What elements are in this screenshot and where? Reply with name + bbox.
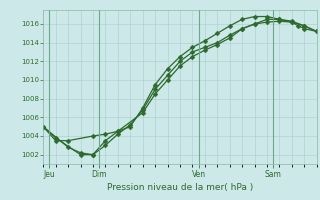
X-axis label: Pression niveau de la mer( hPa ): Pression niveau de la mer( hPa ) — [107, 183, 253, 192]
